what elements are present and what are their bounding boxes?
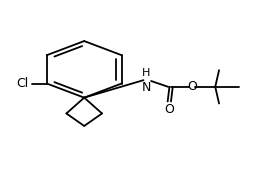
Text: N: N xyxy=(142,81,151,94)
Text: Cl: Cl xyxy=(16,77,28,90)
Text: O: O xyxy=(187,80,197,93)
Text: O: O xyxy=(164,104,174,116)
Text: H: H xyxy=(142,68,151,78)
